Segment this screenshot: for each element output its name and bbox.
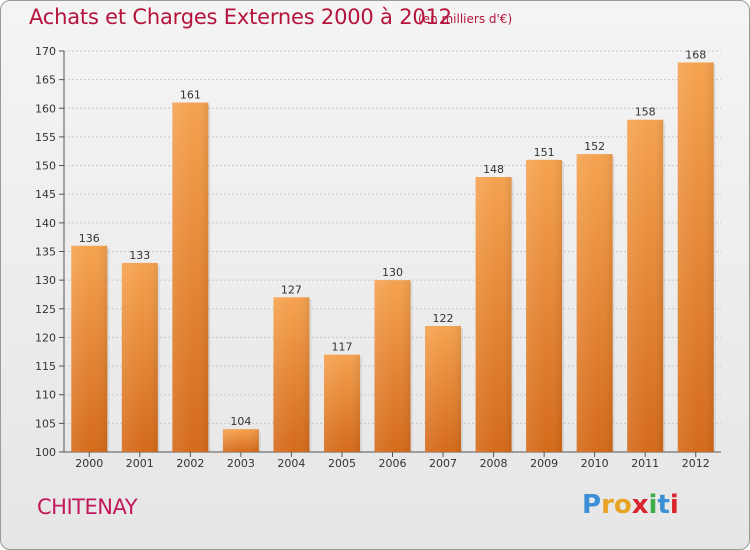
- logo-letter: t: [657, 490, 670, 520]
- y-tick-label-105: 105: [35, 417, 56, 430]
- y-tick-label-130: 130: [35, 274, 56, 287]
- data-label-2007: 122: [433, 312, 454, 325]
- bar-highlight-2004: [273, 297, 310, 452]
- bar-highlight-2003: [222, 429, 259, 452]
- x-tick-label-2010: 2010: [581, 457, 609, 470]
- x-tick-label-2005: 2005: [328, 457, 356, 470]
- data-label-2001: 133: [129, 249, 150, 262]
- logo-letter: i: [669, 490, 679, 520]
- logo-letter: P: [582, 490, 602, 520]
- y-tick-label-155: 155: [35, 131, 56, 144]
- y-tick-label-160: 160: [35, 102, 56, 115]
- bar-highlight-2008: [475, 177, 512, 452]
- y-tick-label-145: 145: [35, 188, 56, 201]
- data-label-2012: 168: [685, 48, 706, 61]
- x-tick-label-2004: 2004: [277, 457, 305, 470]
- data-label-2000: 136: [79, 232, 100, 245]
- y-tick-label-110: 110: [35, 389, 56, 402]
- y-tick-label-120: 120: [35, 331, 56, 344]
- data-label-2006: 130: [382, 266, 403, 279]
- y-tick-label-100: 100: [35, 446, 56, 459]
- data-label-2003: 104: [230, 415, 251, 428]
- bar-highlight-2012: [677, 62, 714, 452]
- x-tick-label-2011: 2011: [631, 457, 659, 470]
- x-tick-label-2009: 2009: [530, 457, 558, 470]
- x-tick-label-2003: 2003: [227, 457, 255, 470]
- chart-title: Achats et Charges Externes 2000 à 2012: [29, 5, 452, 29]
- bar-highlight-2009: [526, 159, 563, 453]
- x-tick-label-2002: 2002: [176, 457, 204, 470]
- bar-highlight-2006: [374, 280, 411, 452]
- x-tick-label-2008: 2008: [480, 457, 508, 470]
- x-tick-label-2001: 2001: [126, 457, 154, 470]
- bar-highlight-2001: [121, 262, 158, 452]
- logo-letter: r: [601, 490, 614, 520]
- chart-subtitle: (en milliers d'€): [418, 12, 513, 26]
- bar-highlight-2000: [71, 245, 108, 452]
- bar-highlight-2005: [323, 354, 360, 452]
- data-label-2011: 158: [635, 106, 656, 119]
- data-label-2002: 161: [180, 89, 201, 102]
- x-tick-label-2000: 2000: [75, 457, 103, 470]
- city-name: CHITENAY: [37, 495, 138, 519]
- y-tick-label-125: 125: [35, 303, 56, 316]
- bar-highlight-2010: [576, 154, 613, 452]
- x-tick-label-2006: 2006: [379, 457, 407, 470]
- x-tick-label-2007: 2007: [429, 457, 457, 470]
- bar-highlight-2011: [627, 119, 664, 452]
- y-tick-label-140: 140: [35, 217, 56, 230]
- data-label-2005: 117: [331, 341, 352, 354]
- x-tick-label-2012: 2012: [682, 457, 710, 470]
- logo-letter: x: [631, 490, 649, 520]
- logo-letter: i: [648, 490, 658, 520]
- y-tick-label-135: 135: [35, 246, 56, 259]
- bar-highlight-2007: [425, 325, 462, 452]
- logo-letter: o: [613, 490, 632, 520]
- proxiti-logo: Proxiti: [582, 490, 679, 520]
- y-tick-label-165: 165: [35, 74, 56, 87]
- y-tick-label-150: 150: [35, 160, 56, 173]
- data-label-2004: 127: [281, 283, 302, 296]
- data-label-2009: 151: [534, 146, 555, 159]
- y-tick-label-170: 170: [35, 45, 56, 58]
- bar-highlight-2002: [172, 102, 209, 453]
- data-label-2010: 152: [584, 140, 605, 153]
- data-label-2008: 148: [483, 163, 504, 176]
- y-tick-label-115: 115: [35, 360, 56, 373]
